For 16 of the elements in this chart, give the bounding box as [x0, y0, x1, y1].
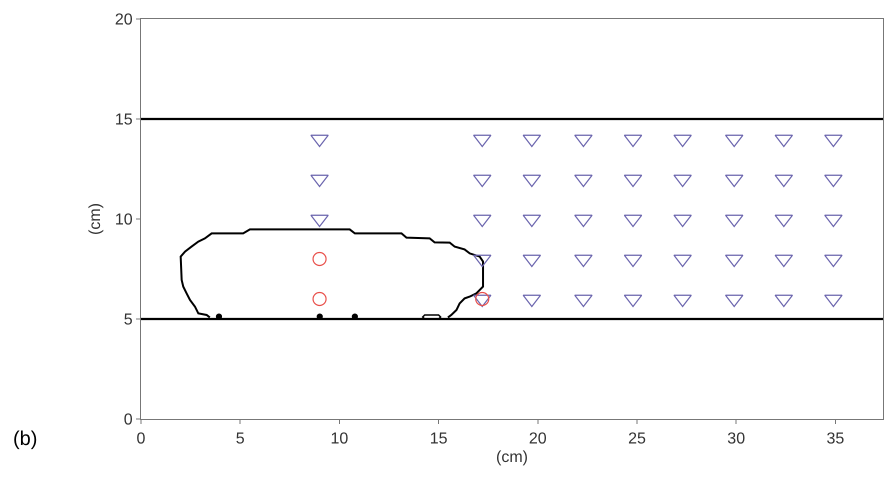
x-tick-label: 15: [430, 430, 448, 448]
x-tick-label: 25: [628, 430, 646, 448]
x-tick-label: 10: [330, 430, 348, 448]
y-tick-label: 20: [114, 12, 133, 29]
y-tick-label: 15: [114, 112, 133, 129]
y-axis-title: (cm): [86, 203, 104, 235]
x-tick-label: 35: [826, 430, 844, 448]
x-tick-label: 20: [528, 430, 547, 448]
y-tick-label: 5: [124, 312, 133, 329]
x-tick-label: 30: [727, 430, 746, 448]
y-tick-label: 0: [124, 412, 133, 429]
x-tick-label: 5: [236, 430, 245, 448]
x-tick-label: 0: [136, 430, 146, 448]
x-axis-title: (cm): [496, 449, 528, 466]
y-tick-label: 10: [114, 212, 133, 229]
text: (b): [13, 428, 38, 450]
